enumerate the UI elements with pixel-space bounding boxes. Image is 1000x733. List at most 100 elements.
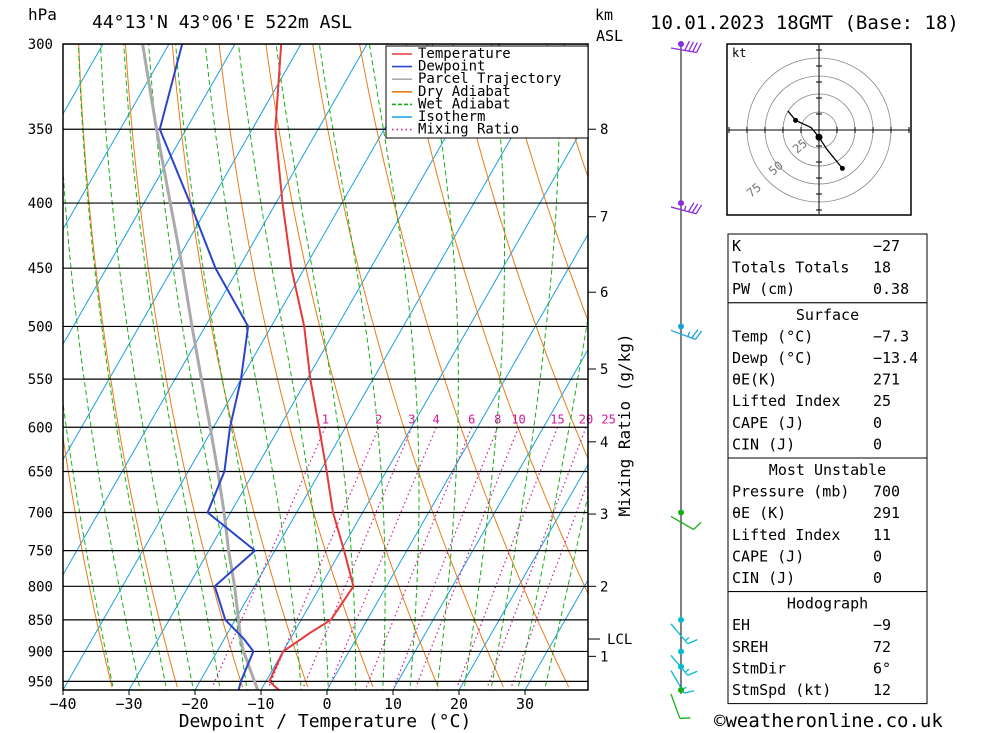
dry-adiabat-line (265, 44, 439, 688)
height-tick-label: 7 (600, 210, 608, 226)
mixing-ratio-label: 3 (408, 412, 415, 426)
pressure-tick-label: 950 (28, 674, 53, 690)
wind-barb-half-flag (684, 668, 690, 673)
wet-adiabat-lines (63, 44, 588, 690)
wind-level-dot (678, 663, 684, 670)
mixing-ratio-label: 1 (322, 412, 329, 426)
surface-table (727, 302, 928, 459)
most-unstable-row-label: CAPE (J) (732, 547, 804, 565)
temperature-tick-label: 10 (384, 695, 402, 713)
dry-adiabat-line (359, 44, 570, 688)
isotherm-line (524, 578, 588, 690)
most-unstable-row-label: CIN (J) (732, 569, 795, 587)
most-unstable-title: Most Unstable (769, 461, 886, 479)
wind-barb-shaft (670, 329, 696, 340)
top-indices-row-value: 18 (873, 259, 891, 277)
mixing-ratio-labels: 1 2 3 4 6 8 10 15 20 25 (322, 412, 616, 426)
mixing-ratio-label: 20 (579, 412, 593, 426)
most-unstable-row-value: 0 (873, 547, 882, 565)
pressure-tick-label: 850 (28, 613, 53, 629)
indices-tables: K −27 Totals Totals 18 PW (cm) 0.38 Surface Tem… (727, 233, 928, 705)
mixing-ratio-label: 2 (375, 412, 382, 426)
wind-barb-flag (688, 41, 694, 52)
pressure-tick-label: 350 (28, 122, 53, 138)
wind-barb-flag (691, 329, 699, 339)
hodograph-indices-title: Hodograph (787, 595, 868, 613)
surface-row-label: CIN (J) (732, 435, 795, 453)
wet-adiabat-line (463, 44, 505, 690)
dry-adiabat-line (499, 44, 588, 322)
profile-lines (141, 44, 355, 690)
wind-barb-shaft (670, 47, 697, 54)
isotherm-line (63, 44, 236, 346)
pressure-tick-label: 300 (28, 37, 53, 53)
most-unstable-table (727, 457, 928, 593)
wind-barb-flag (687, 639, 698, 645)
most-unstable-row-label: θE (K) (732, 504, 786, 522)
pressure-tick-label: 550 (28, 372, 53, 388)
height-tick-label: 1 (600, 649, 608, 665)
wind-level-dot (678, 200, 684, 207)
pressure-tick-label: 800 (28, 579, 53, 595)
top-indices-row-label: Totals Totals (732, 259, 849, 277)
wind-barb-shaft (670, 693, 681, 719)
isotherm-line (326, 233, 588, 690)
surface-row-value: 0 (873, 435, 882, 453)
height-unit-asl: ASL (596, 27, 623, 45)
top-indices-row-label: K (732, 237, 741, 255)
hodograph-indices-row-label: StmDir (732, 659, 786, 677)
top-indices-row-label: PW (cm) (732, 280, 795, 298)
wind-barb-half-flag (683, 205, 687, 211)
mixing-ratio-label: 10 (511, 412, 525, 426)
lcl-label: LCL (607, 632, 632, 648)
datetime-label: 10.01.2023 18GMT (Base: 18) (650, 12, 959, 34)
surface-title: Surface (796, 306, 859, 324)
most-unstable-row-value: 11 (873, 526, 891, 544)
pressure-tick-label: 900 (28, 644, 53, 660)
mixing-ratio-label: 25 (601, 412, 615, 426)
hodograph-unit: kt (732, 46, 746, 60)
temperature-tick-label: 30 (516, 695, 534, 713)
wind-level-dot (678, 616, 684, 623)
wind-barb-shaft (670, 623, 689, 645)
surface-row-label: Temp (°C) (732, 327, 813, 345)
mixing-ratio-line (510, 480, 588, 688)
wet-adiabat-line (275, 44, 357, 690)
pressure-tick-label: 650 (28, 465, 53, 481)
pressure-axis: 300 350 400 450 500 550 600 650 700 750 800 850 900 9… (28, 37, 53, 690)
wind-barb-column (670, 40, 703, 720)
wet-adiabat-line (426, 44, 459, 690)
legend-label: Dry Adiabat (418, 84, 511, 100)
legend-label: Mixing Ratio (418, 122, 519, 138)
wet-adiabat-line (318, 44, 386, 690)
height-tick-label: 6 (600, 285, 608, 301)
isotherm-line (63, 44, 170, 231)
wet-adiabat-line (148, 44, 248, 690)
isobar-lines (63, 44, 588, 682)
height-tick-label: 3 (600, 507, 608, 523)
wind-barb-flag (695, 204, 703, 215)
temperature-tick-label: −30 (115, 695, 142, 713)
hodograph-indices-row-value: −9 (873, 616, 891, 634)
surface-row-value: −7.3 (873, 327, 909, 345)
dry-adiabat-line (405, 44, 588, 595)
isotherm-line (63, 44, 434, 690)
hodograph-indices-row-value: 6° (873, 659, 891, 677)
pressure-unit-label: hPa (28, 5, 57, 24)
x-axis-label: Dewpoint / Temperature (°C) (179, 711, 472, 732)
wind-barb-flag (691, 203, 699, 214)
dry-adiabat-line (921, 44, 1000, 687)
isotherm-line (63, 44, 302, 461)
surface-row-label: Lifted Index (732, 392, 840, 410)
wind-barb-flag (687, 202, 695, 213)
legend-box (385, 45, 589, 139)
hodograph-point (815, 133, 823, 141)
temperature-tick-label: −10 (247, 695, 274, 713)
hodograph-indices-row-label: EH (732, 616, 750, 634)
hodograph-indices-row-label: StmSpd (kt) (732, 681, 831, 699)
dry-adiabat-line (312, 44, 504, 688)
wind-level-dot (678, 648, 684, 655)
mixing-ratio-line (456, 427, 559, 688)
